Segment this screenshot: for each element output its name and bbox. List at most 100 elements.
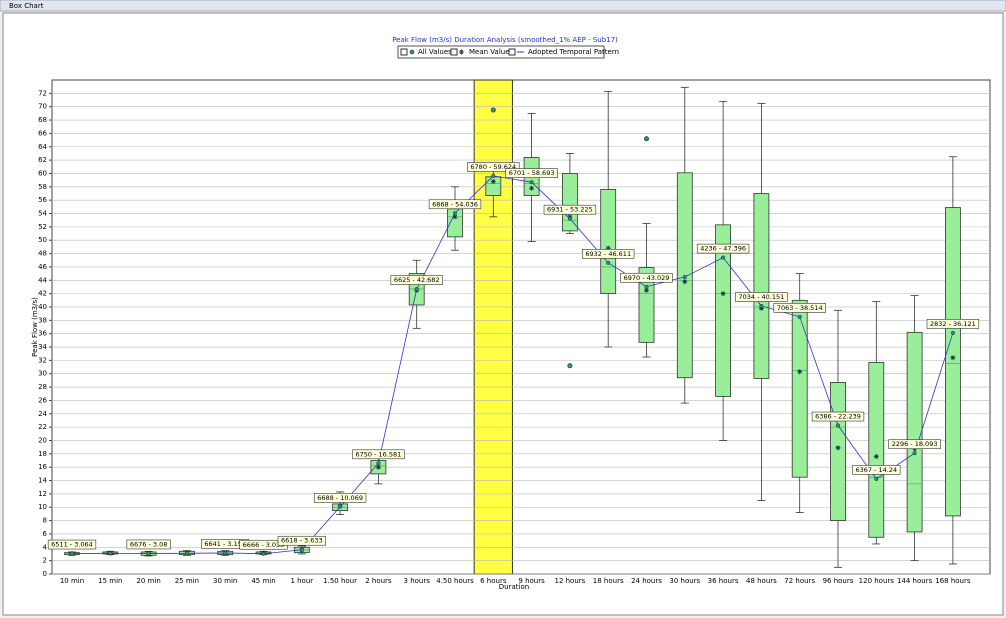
data-label-box <box>811 411 865 422</box>
data-label-box <box>126 539 171 550</box>
box <box>753 193 770 379</box>
x-tick-label: 48 hours <box>746 577 777 585</box>
x-tick-label: 72 hours <box>784 577 815 585</box>
data-label: 6970 - 43.029 <box>624 274 670 282</box>
pattern-point <box>491 173 496 179</box>
data-label-box <box>505 168 558 178</box>
x-tick-label: 1.50 hour <box>323 577 357 585</box>
y-tick-label: 44 <box>38 276 47 284</box>
data-label: 6666 - 3.033 <box>243 541 285 549</box>
pattern-point <box>912 451 917 456</box>
window-title: Box Chart <box>9 2 44 10</box>
x-tick-label: 3 hours <box>404 577 431 585</box>
pattern-point <box>644 284 649 289</box>
data-label: 7034 - 40.151 <box>739 293 785 301</box>
x-tick-label: 30 min <box>213 577 237 585</box>
y-tick-label: 64 <box>38 143 47 151</box>
data-label: 6932 - 46.611 <box>585 250 631 258</box>
data-label-box <box>352 449 405 460</box>
x-tick-label: 9 hours <box>518 577 545 585</box>
y-tick-label: 30 <box>38 370 47 378</box>
legend-checkbox[interactable] <box>450 48 458 56</box>
box <box>791 299 808 478</box>
x-tick-label: 36 hours <box>708 577 739 585</box>
legend-checkbox[interactable] <box>400 48 408 56</box>
data-label-box <box>926 319 980 329</box>
x-tick-label: 2 hours <box>365 577 392 585</box>
y-tick-label: 48 <box>38 250 47 258</box>
y-tick-label: 8 <box>43 517 47 525</box>
outlier <box>643 136 649 142</box>
mean-marker <box>758 305 764 311</box>
data-label: 6931 - 53.225 <box>547 206 593 214</box>
y-tick-label: 52 <box>38 223 47 231</box>
data-label-box <box>852 465 901 475</box>
y-tick-label: 46 <box>38 263 47 271</box>
legend <box>397 45 605 59</box>
mean-marker <box>835 445 841 451</box>
pattern-point <box>376 461 381 466</box>
box <box>715 224 731 397</box>
y-tick-label: 54 <box>38 210 47 218</box>
legend-checkbox[interactable] <box>508 48 516 56</box>
data-label-box <box>47 539 97 550</box>
x-tick-label: 168 hours <box>935 577 971 585</box>
y-tick-label: 24 <box>38 410 47 418</box>
y-tick-label: 16 <box>38 463 47 471</box>
y-axis-label: Peak Flow (m3/s) <box>31 297 39 357</box>
x-tick-label: 1 hour <box>290 577 313 585</box>
pattern-point <box>797 314 802 319</box>
y-tick-label: 58 <box>38 183 47 191</box>
data-label: 6780 - 59.624 <box>470 163 516 171</box>
mean-marker <box>797 369 803 375</box>
pattern-point <box>950 330 955 335</box>
mean-marker <box>873 454 879 460</box>
y-tick-label: 10 <box>38 503 47 511</box>
data-label-box <box>620 272 673 283</box>
data-label-box <box>390 275 443 285</box>
y-tick-label: 56 <box>38 196 47 204</box>
data-label: 6688 - 10.069 <box>317 494 363 502</box>
y-tick-label: 26 <box>38 396 47 404</box>
pattern-point <box>835 423 841 428</box>
data-label: 4236 - 47.396 <box>700 245 746 253</box>
y-tick-label: 4 <box>43 543 48 551</box>
y-tick-label: 6 <box>43 530 48 538</box>
y-tick-label: 62 <box>38 156 47 164</box>
x-tick-label: 120 hours <box>859 577 895 585</box>
x-tick-label: 12 hours <box>554 577 585 585</box>
pattern-point <box>223 550 228 555</box>
y-tick-label: 20 <box>38 436 47 444</box>
y-tick-label: 14 <box>38 477 47 485</box>
data-label-box <box>773 303 826 313</box>
x-tick-label: 96 hours <box>823 577 854 585</box>
x-tick-label: 10 min <box>60 577 84 585</box>
data-label: 2832 - 36.121 <box>930 320 976 328</box>
pattern-point <box>414 287 419 292</box>
data-label-box <box>467 162 520 172</box>
legend-label: Adopted Temporal Pattern <box>528 48 619 56</box>
y-tick-label: 68 <box>38 116 47 124</box>
y-tick-label: 40 <box>38 303 47 311</box>
y-tick-label: 72 <box>38 89 47 97</box>
box <box>868 361 885 538</box>
outlier <box>567 363 573 369</box>
box <box>906 331 923 533</box>
data-label: 2296 - 18.093 <box>892 440 938 448</box>
pattern-point <box>606 260 611 265</box>
data-label: 6750 - 16.581 <box>356 450 402 458</box>
mean-marker <box>644 287 649 293</box>
mean-marker <box>529 185 535 191</box>
y-tick-label: 66 <box>38 129 47 137</box>
mean-marker <box>452 214 458 220</box>
data-label: 6625 - 42.682 <box>394 276 440 284</box>
y-tick-label: 38 <box>38 316 47 324</box>
outlier <box>490 107 496 113</box>
data-label: 6511 - 3.064 <box>51 541 93 549</box>
data-label-box <box>582 249 635 259</box>
data-label: 6701 - 58.693 <box>509 169 555 177</box>
pattern-point <box>184 551 189 556</box>
y-tick-label: 70 <box>38 103 47 111</box>
legend-label: Mean Values <box>469 48 514 56</box>
legend-symbol <box>459 49 464 55</box>
